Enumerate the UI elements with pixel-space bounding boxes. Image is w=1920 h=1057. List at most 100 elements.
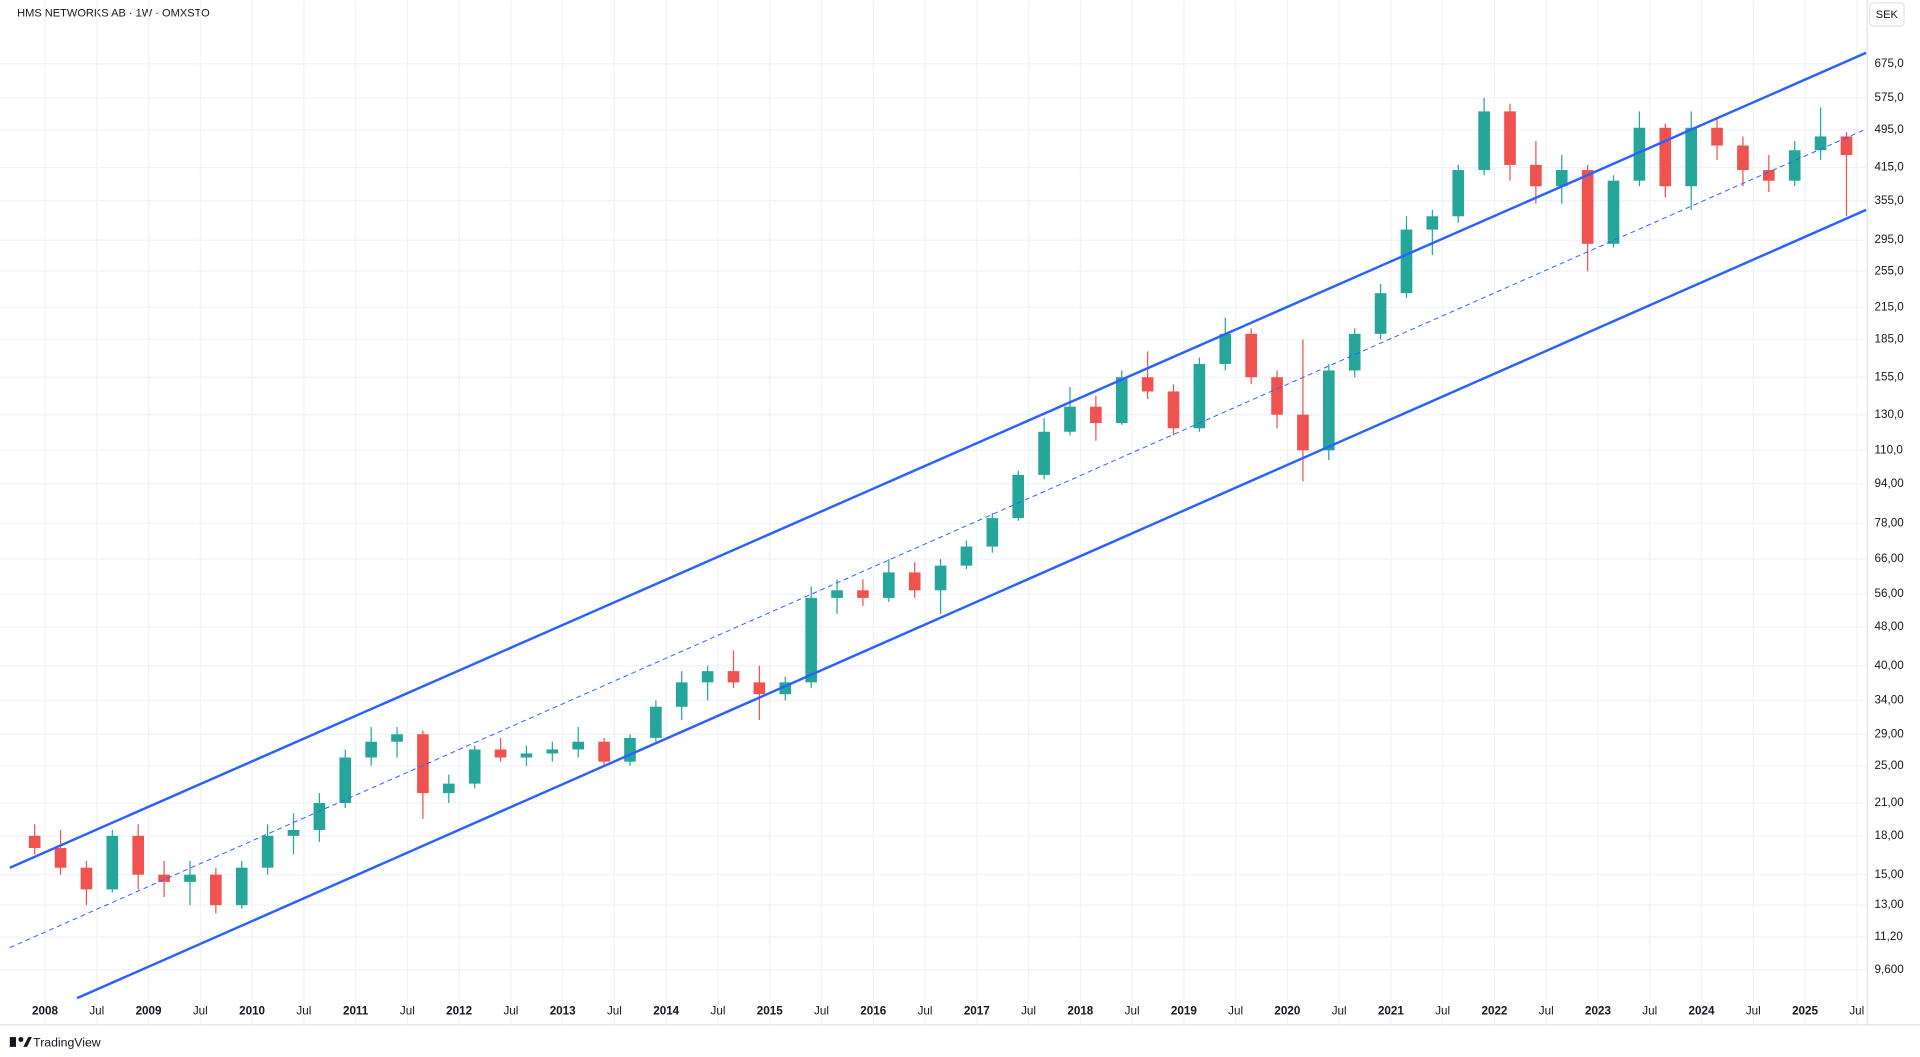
candle-body [701,671,714,683]
x-tick-label: 2010 [239,1004,265,1017]
candle-body [1633,127,1646,181]
candle-body [572,741,585,750]
x-tick-label: 2016 [860,1004,886,1017]
candle-body [1115,377,1128,424]
candle-body [805,597,817,683]
y-tick-label: 495,0 [1875,123,1905,136]
y-tick-label: 25,00 [1875,759,1905,772]
candle-body [986,518,999,547]
x-tick-label: Jul [1539,1004,1554,1017]
candle-body [1607,180,1620,244]
candle-body [261,835,274,868]
y-tick-label: 13,00 [1875,898,1905,911]
candle-body [1814,136,1827,151]
y-tick-label: 575,0 [1875,91,1905,104]
candle-body [1426,216,1439,230]
candle-body [908,572,921,591]
x-tick-label: 2020 [1274,1004,1300,1017]
candle-body [287,830,300,836]
candle-body [520,753,533,758]
y-tick-label: 48,00 [1875,620,1905,633]
candle-body [1581,170,1594,244]
candle-body [675,682,688,707]
candle-body [28,835,41,849]
x-tick-label: 2021 [1378,1004,1404,1017]
candle-body [882,572,895,598]
x-tick-label: Jul [400,1004,415,1017]
y-tick-label: 94,00 [1875,477,1905,490]
x-tick-label: 2013 [550,1004,576,1017]
y-tick-label: 21,00 [1875,796,1905,809]
candle-body [1090,406,1102,424]
candle-body [727,671,740,683]
candle-body [624,737,636,762]
x-tick-label: Jul [711,1004,726,1017]
candle-body [80,867,93,890]
x-tick-label: Jul [1332,1004,1347,1017]
candles [28,97,1853,914]
x-tick-label: 2014 [653,1004,679,1017]
x-tick-label: Jul [814,1004,829,1017]
x-tick-label: 2022 [1481,1004,1507,1017]
x-tick-label: 2011 [343,1004,369,1017]
candle-body [1659,127,1672,187]
brand-name: TradingView [33,1035,101,1049]
candle-body [339,757,352,804]
x-tick-label: 2018 [1067,1004,1093,1017]
candle-body [1012,474,1025,519]
candle-body [158,874,170,882]
grid [0,0,1868,1025]
x-tick-label: Jul [1125,1004,1140,1017]
y-tick-label: 215,0 [1875,301,1905,314]
candle-body [753,682,766,695]
y-tick-label: 185,0 [1875,333,1905,346]
trend-line [76,208,1867,1000]
candle-body [831,590,843,598]
x-tick-label: Jul [1435,1004,1450,1017]
currency-button[interactable] [1869,2,1905,27]
x-tick-label: 2008 [32,1004,58,1017]
y-tick-label: 18,00 [1875,829,1905,842]
x-tick-label: Jul [1849,1004,1864,1017]
y-tick-label: 56,00 [1875,587,1905,600]
x-tick-label: 2023 [1585,1004,1611,1017]
candle-body [1504,111,1516,165]
candle-body [1737,145,1749,171]
trend-line [9,128,1867,949]
candle-body [1788,150,1801,181]
x-tick-label: Jul [193,1004,208,1017]
x-tick-label: 2015 [757,1004,783,1017]
candle-body [1763,170,1775,181]
x-tick-label: Jul [296,1004,311,1017]
candle-body [1141,377,1154,392]
candle-body [650,706,662,738]
x-tick-label: Jul [1228,1004,1243,1017]
candle-body [106,835,119,890]
candle-body [391,734,403,742]
candle-body [857,590,869,598]
candle-body [54,848,67,868]
candle-body [1245,333,1257,378]
candle-body [1840,136,1853,155]
candle-body [132,835,145,875]
y-tick-label: 155,0 [1875,370,1905,383]
candle-body [313,803,326,831]
candle-body [1555,170,1568,187]
currency-label[interactable]: SEK [1876,9,1899,21]
brand-logo [9,1037,32,1047]
x-tick-label: Jul [918,1004,933,1017]
candle-body [546,749,559,754]
candle-body [184,874,196,882]
y-tick-label: 34,00 [1875,693,1905,706]
candle-body [235,867,248,906]
candle-body [1452,170,1465,217]
chart-title: HMS NETWORKS AB · 1W · OMXSTO [17,8,210,20]
y-tick-label: 255,0 [1875,264,1905,277]
candle-body [1297,414,1309,451]
y-tick-label: 66,00 [1875,552,1905,565]
candle-body [1193,363,1206,429]
x-tick-label: 2009 [136,1004,162,1017]
y-tick-label: 9,600 [1875,963,1905,976]
y-tick-label: 11,20 [1875,930,1904,943]
